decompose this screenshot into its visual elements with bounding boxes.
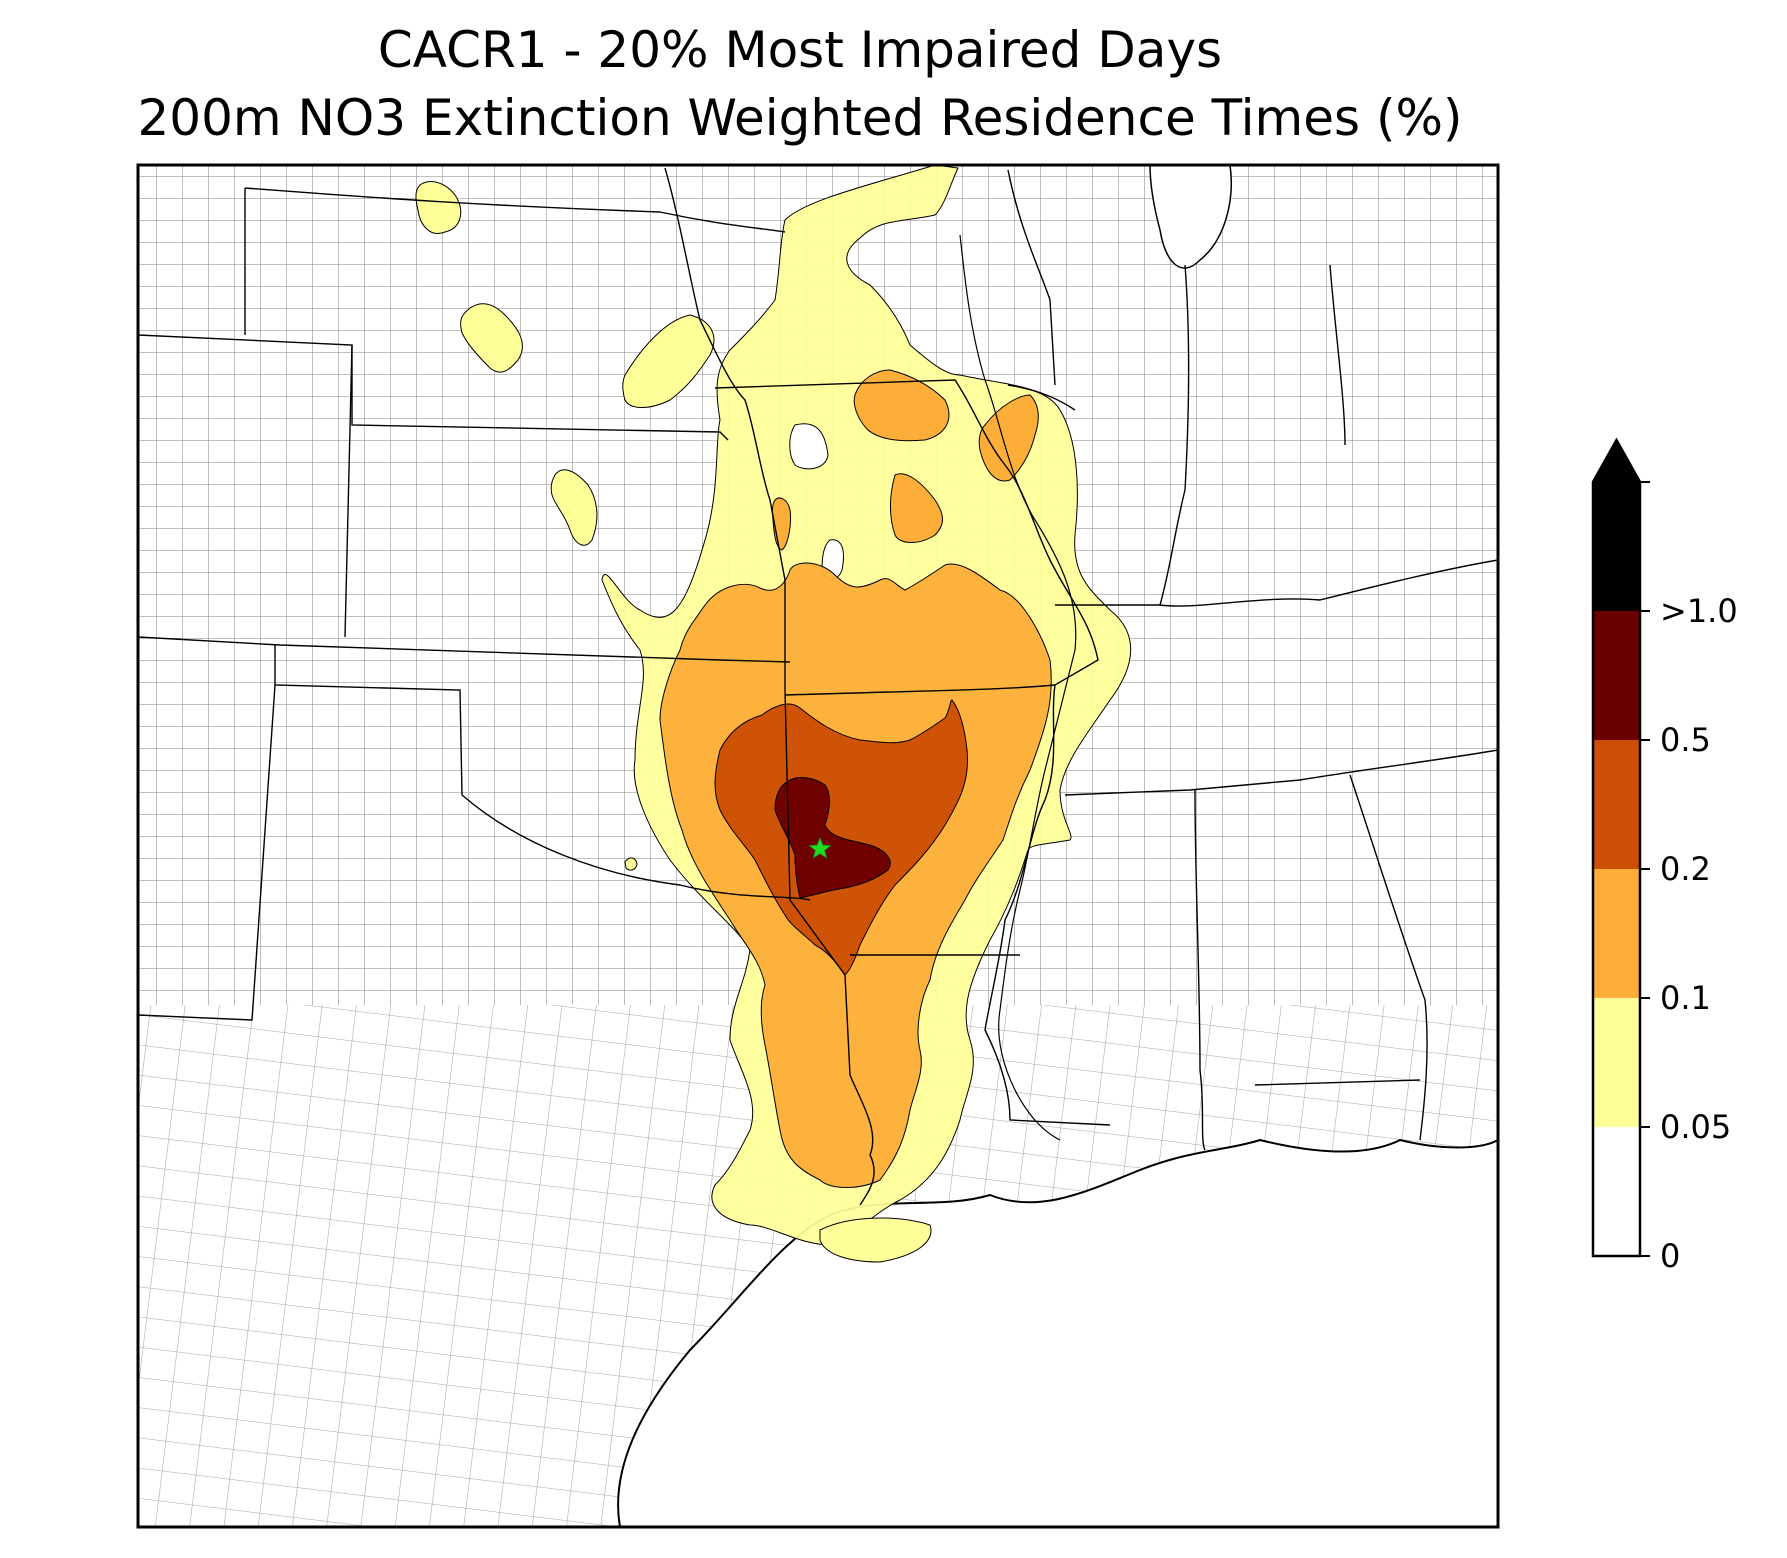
colorbar-tick-label: 0.05 [1660,1108,1731,1146]
contour-0.1-fragment-missouri [890,473,943,543]
colorbar-ticks: 0 0.05 0.1 0.2 0.5 >1.0 [1640,481,1738,1275]
colorbar-tick-label: >1.0 [1660,592,1738,630]
contour-0.1-fragment-illinois [978,394,1039,482]
contour-0.5-core [774,777,891,899]
map-frame [136,163,1500,1529]
contour-0.05-fragment-kansas [550,469,598,546]
colorbar: 0 0.05 0.1 0.2 0.5 >1.0 [1591,437,1738,1275]
colorbar-band-1 [1593,998,1640,1127]
mississippi-river [959,234,1077,1141]
colorbar-extend-triangle [1593,440,1640,482]
contour-0.05-hole-1 [789,423,829,470]
map-title-line-1: CACR1 - 20% Most Impaired Days [377,21,1223,79]
colorbar-band-3 [1593,740,1640,869]
map-body [138,165,1498,1527]
contour-0.1-fragment-iowa [853,369,950,442]
lake-michigan [1149,165,1232,269]
colorbar-tick-label: 0 [1660,1237,1680,1275]
site-marker-star-icon [808,836,832,859]
colorbar-tick-label: 0.5 [1660,721,1711,759]
contour-layer [415,165,1132,1263]
colorbar-frame [1591,437,1642,1258]
colorbar-band-5 [1593,482,1640,611]
contour-0.05-fragment-oklahoma [624,857,638,871]
colorbar-band-4 [1593,611,1640,740]
contour-0.05-fragment-dakota [460,303,523,373]
map-title-line-2: 200m NO3 Extinction Weighted Residence T… [137,89,1463,147]
colorbar-band-0 [1593,1127,1640,1256]
colorbar-tick-label: 0.1 [1660,979,1711,1017]
colorbar-bands [1593,440,1640,1256]
colorbar-tick-label: 0.2 [1660,850,1711,888]
colorbar-band-2 [1593,869,1640,998]
contour-0.05-fragment-texas-coast [819,1217,932,1263]
gulf-coastline [617,1138,1498,1527]
contour-0.05-fragment-iowa [622,314,715,408]
state-boundaries [138,167,1498,1206]
